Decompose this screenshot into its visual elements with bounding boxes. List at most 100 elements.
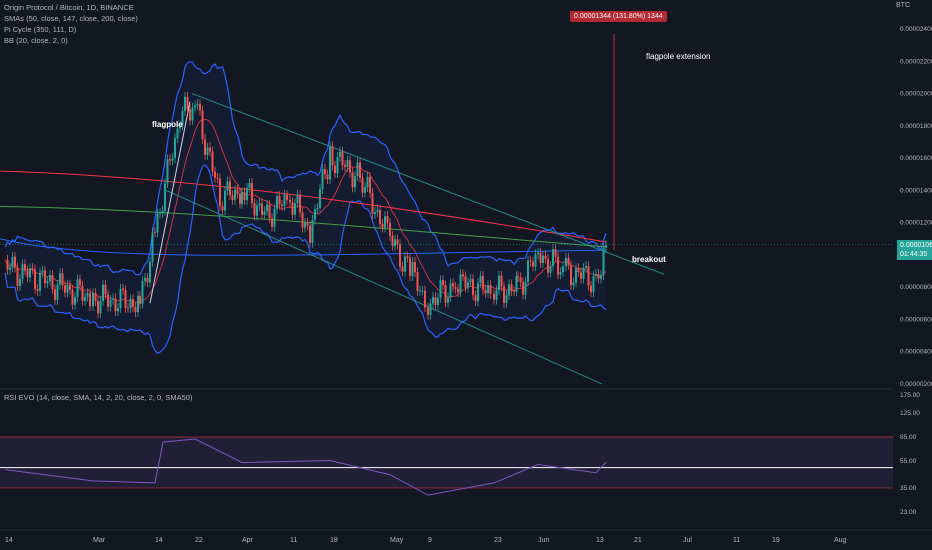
- candle-body: [386, 215, 389, 223]
- candle-body: [565, 257, 567, 267]
- candle-body: [112, 298, 114, 300]
- candle-body: [124, 290, 127, 308]
- candle-body: [39, 272, 41, 291]
- countdown: 01:44:35: [900, 251, 928, 258]
- candle-body: [597, 273, 600, 279]
- candle-body: [429, 303, 432, 315]
- time-tick-label: 9: [428, 537, 432, 544]
- candle-body: [341, 151, 344, 166]
- candle-body: [11, 256, 14, 268]
- candle-body: [554, 249, 557, 257]
- candle-body: [361, 177, 364, 193]
- candle-body: [416, 272, 419, 292]
- candle-body: [592, 275, 595, 293]
- candle-body: [427, 307, 429, 315]
- candle-body: [595, 273, 597, 276]
- candle-body: [64, 285, 66, 293]
- candle-body: [437, 298, 439, 305]
- candle-body: [161, 210, 164, 214]
- candle-body: [339, 151, 341, 157]
- rsi-tick-label: 125.00: [900, 410, 920, 417]
- candle-body: [366, 176, 369, 188]
- time-tick-label: 13: [596, 537, 604, 544]
- candle-body: [547, 258, 549, 273]
- candle-body: [587, 266, 590, 286]
- rsi-tick-label: 35.00: [900, 485, 917, 492]
- candle-body: [102, 284, 104, 301]
- candle-body: [600, 274, 602, 279]
- candle-body: [454, 286, 457, 289]
- candle-body: [221, 206, 224, 211]
- candle-body: [241, 192, 243, 204]
- candle-body: [191, 107, 194, 121]
- time-tick-label: May: [390, 537, 404, 544]
- candle-body: [71, 289, 74, 305]
- pi-cycle-legend[interactable]: Pi Cycle (350, 111, D): [4, 25, 77, 34]
- candle-body: [515, 276, 518, 292]
- candle-body: [51, 275, 54, 290]
- candle-body: [549, 265, 552, 273]
- candle-body: [66, 284, 69, 293]
- candle-body: [171, 158, 174, 161]
- smas-legend[interactable]: SMAs (50, close, 147, close, 200, close): [4, 14, 138, 23]
- bb-legend[interactable]: BB (20, close, 2, 0): [4, 36, 68, 45]
- candle-body: [89, 293, 91, 307]
- candle-body: [534, 254, 537, 267]
- candle-body: [139, 295, 141, 304]
- rsi-tick-label: 85.00: [900, 434, 917, 441]
- candle-body: [209, 147, 211, 152]
- price-tick-label: 0.00000200: [900, 381, 932, 388]
- candle-body: [59, 273, 61, 285]
- candle-body: [411, 261, 414, 276]
- candle-body: [396, 239, 399, 245]
- candle-body: [354, 176, 356, 188]
- candle-body: [149, 261, 151, 283]
- candle-body: [26, 270, 29, 278]
- candle-body: [444, 285, 447, 303]
- candle-body: [479, 275, 482, 284]
- candle-body: [224, 190, 226, 211]
- candle-body: [258, 203, 261, 206]
- candle-body: [56, 284, 59, 300]
- candle-body: [246, 187, 248, 201]
- candle-body: [179, 125, 181, 129]
- sma-147: [0, 206, 607, 248]
- candle-body: [114, 298, 117, 312]
- candle-body: [537, 252, 539, 255]
- candle-body: [359, 162, 361, 178]
- time-tick-label: 21: [634, 537, 642, 544]
- candle-body: [109, 299, 112, 307]
- candle-body: [41, 270, 44, 273]
- bb-lower: [4, 164, 607, 355]
- candle-body: [226, 181, 229, 191]
- candle-body: [424, 290, 426, 308]
- candle-body: [276, 196, 278, 210]
- candle-body: [314, 209, 316, 220]
- candle-body: [49, 275, 51, 281]
- candle-body: [9, 267, 11, 270]
- candle-body: [495, 290, 498, 300]
- candle-body: [477, 283, 479, 302]
- candle-body: [344, 165, 346, 167]
- candle-body: [379, 209, 381, 224]
- candle-body: [243, 192, 246, 201]
- candle-body: [36, 288, 39, 291]
- rsi-legend[interactable]: RSI EVO (14, close, SMA, 14, 2, 20, clos…: [4, 393, 193, 402]
- candle-body: [334, 165, 336, 174]
- candle-body: [14, 256, 16, 268]
- candle-body: [452, 283, 454, 287]
- candle-body: [498, 275, 500, 291]
- time-tick-label: 14: [155, 537, 163, 544]
- candle-body: [174, 138, 176, 159]
- time-tick-label: 14: [5, 537, 13, 544]
- flagpole-line: [149, 101, 191, 304]
- candle-body: [278, 196, 281, 205]
- candle-body: [464, 276, 467, 288]
- candle-body: [29, 268, 31, 278]
- candle-body: [79, 279, 81, 286]
- candle-body: [590, 285, 592, 293]
- symbol-legend[interactable]: Origin Protocol / Bitcoin, 1D, BINANCE: [4, 3, 134, 12]
- candle-body: [137, 295, 139, 313]
- candle-body: [84, 297, 86, 301]
